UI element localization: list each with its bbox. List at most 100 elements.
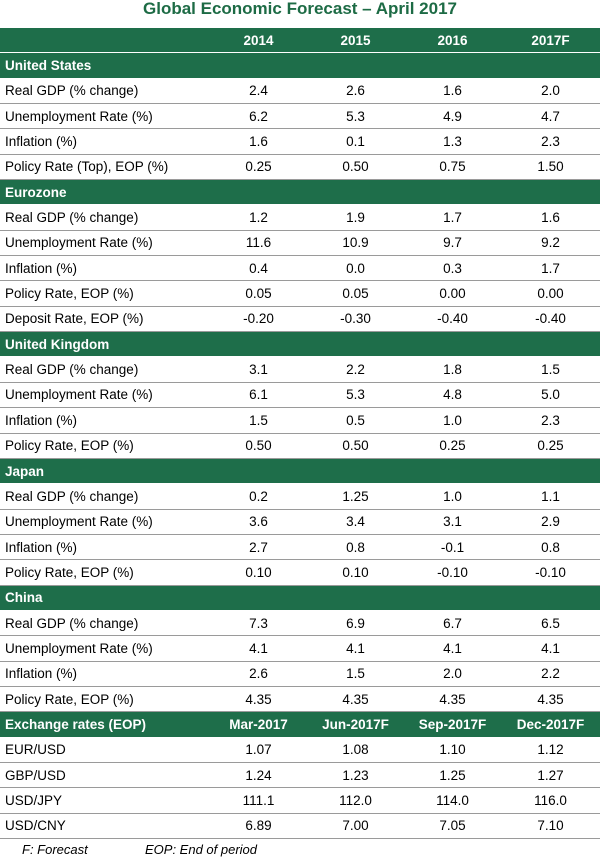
cell-value: 4.1 (404, 635, 501, 662)
cell-value: 4.35 (210, 686, 307, 713)
cell-value: 0.10 (307, 559, 404, 586)
cell-value: 5.0 (501, 382, 600, 409)
cell-value: -0.30 (307, 306, 404, 333)
fx-value: 1.27 (501, 762, 600, 789)
cell-value: 0.50 (307, 154, 404, 181)
cell-value: 0.2 (210, 483, 307, 510)
cell-value: 1.7 (501, 255, 600, 282)
footer: F: Forecast EOP: End of period (0, 839, 600, 861)
cell-value: 0.00 (501, 280, 600, 307)
cell-value: -0.40 (404, 306, 501, 333)
cell-value: 4.8 (404, 382, 501, 409)
table-row: Policy Rate, EOP (%) 0.50 0.50 0.25 0.25 (0, 433, 600, 459)
cell-value: 1.5 (501, 356, 600, 383)
row-label: Inflation (%) (0, 407, 210, 434)
cell-value: 3.6 (210, 509, 307, 535)
cell-value: 9.7 (404, 230, 501, 257)
section-title: Japan (0, 458, 600, 485)
cell-value: 2.2 (501, 661, 600, 687)
table-row: Inflation (%) 1.5 0.5 1.0 2.3 (0, 407, 600, 434)
cell-value: 3.1 (404, 509, 501, 535)
table-row: Inflation (%) 2.6 1.5 2.0 2.2 (0, 661, 600, 687)
table-row: Unemployment Rate (%) 4.1 4.1 4.1 4.1 (0, 635, 600, 662)
section-header-row: China (0, 585, 600, 611)
fx-row: GBP/USD 1.24 1.23 1.25 1.27 (0, 762, 600, 789)
cell-value: 0.4 (210, 255, 307, 282)
column-header-label (0, 28, 210, 54)
row-label: Policy Rate, EOP (%) (0, 559, 210, 586)
column-header-row: 2014 2015 2016 2017F (0, 28, 600, 54)
cell-value: 0.05 (307, 280, 404, 307)
table-row: Real GDP (% change) 7.3 6.9 6.7 6.5 (0, 610, 600, 637)
cell-value: 11.6 (210, 230, 307, 257)
fx-row: EUR/USD 1.07 1.08 1.10 1.12 (0, 737, 600, 763)
fx-value: 1.08 (307, 737, 404, 763)
cell-value: 4.1 (210, 635, 307, 662)
cell-value: 1.6 (501, 204, 600, 231)
section-header-row: Japan (0, 458, 600, 485)
cell-value: 4.35 (404, 686, 501, 713)
cell-value: 2.6 (210, 661, 307, 687)
fx-value: 7.10 (501, 813, 600, 840)
row-label: Policy Rate, EOP (%) (0, 433, 210, 459)
table-row: Policy Rate, EOP (%) 4.35 4.35 4.35 4.35 (0, 686, 600, 713)
row-label: Policy Rate, EOP (%) (0, 686, 210, 713)
fx-value: 1.23 (307, 762, 404, 789)
cell-value: 9.2 (501, 230, 600, 257)
table-row: Unemployment Rate (%) 3.6 3.4 3.1 2.9 (0, 509, 600, 535)
cell-value: 2.3 (501, 407, 600, 434)
row-label: Real GDP (% change) (0, 356, 210, 383)
cell-value: 2.2 (307, 356, 404, 383)
cell-value: 10.9 (307, 230, 404, 257)
row-label: Policy Rate (Top), EOP (%) (0, 154, 210, 181)
cell-value: 0.75 (404, 154, 501, 181)
section-title: Eurozone (0, 179, 600, 206)
table-row: Real GDP (% change) 0.2 1.25 1.0 1.1 (0, 483, 600, 510)
cell-value: 4.1 (307, 635, 404, 662)
table-row: Real GDP (% change) 1.2 1.9 1.7 1.6 (0, 204, 600, 231)
fx-pair-label: GBP/USD (0, 762, 210, 789)
cell-value: -0.20 (210, 306, 307, 333)
cell-value: 7.3 (210, 610, 307, 637)
table-row: Unemployment Rate (%) 11.6 10.9 9.7 9.2 (0, 230, 600, 257)
table-row: Deposit Rate, EOP (%) -0.20 -0.30 -0.40 -0.4… (0, 306, 600, 333)
fx-header-row: Exchange rates (EOP) Mar-2017 Jun-2017F Sep… (0, 711, 600, 738)
cell-value: -0.10 (404, 559, 501, 586)
row-label: Inflation (%) (0, 255, 210, 282)
cell-value: 5.3 (307, 103, 404, 130)
fx-row: USD/JPY 111.1 112.0 114.0 116.0 (0, 787, 600, 814)
cell-value: 4.9 (404, 103, 501, 130)
cell-value: 0.10 (210, 559, 307, 586)
cell-value: 2.7 (210, 534, 307, 561)
row-label: Inflation (%) (0, 534, 210, 561)
row-label: Policy Rate, EOP (%) (0, 280, 210, 307)
cell-value: 1.5 (210, 407, 307, 434)
cell-value: 6.2 (210, 103, 307, 130)
fx-value: 114.0 (404, 787, 501, 814)
cell-value: 0.8 (501, 534, 600, 561)
fx-column-header: Dec-2017F (501, 711, 600, 738)
cell-value: 1.7 (404, 204, 501, 231)
row-label: Inflation (%) (0, 128, 210, 155)
column-header: 2016 (404, 28, 501, 54)
cell-value: 1.9 (307, 204, 404, 231)
cell-value: 1.6 (404, 78, 501, 105)
fx-value: 1.12 (501, 737, 600, 763)
table-row: Inflation (%) 2.7 0.8 -0.1 0.8 (0, 534, 600, 561)
table-row: Policy Rate, EOP (%) 0.10 0.10 -0.10 -0.10 (0, 559, 600, 586)
cell-value: 4.35 (307, 686, 404, 713)
section-title: United States (0, 52, 600, 79)
fx-value: 7.00 (307, 813, 404, 840)
forecast-note: F: Forecast (22, 842, 88, 857)
row-label: Unemployment Rate (%) (0, 103, 210, 130)
fx-pair-label: USD/CNY (0, 813, 210, 840)
cell-value: 0.25 (404, 433, 501, 459)
table-row: Inflation (%) 0.4 0.0 0.3 1.7 (0, 255, 600, 282)
fx-value: 116.0 (501, 787, 600, 814)
row-label: Deposit Rate, EOP (%) (0, 306, 210, 333)
fx-pair-label: EUR/USD (0, 737, 210, 763)
cell-value: -0.1 (404, 534, 501, 561)
section-header-row: United Kingdom (0, 331, 600, 358)
fx-value: 1.07 (210, 737, 307, 763)
fx-value: 111.1 (210, 787, 307, 814)
